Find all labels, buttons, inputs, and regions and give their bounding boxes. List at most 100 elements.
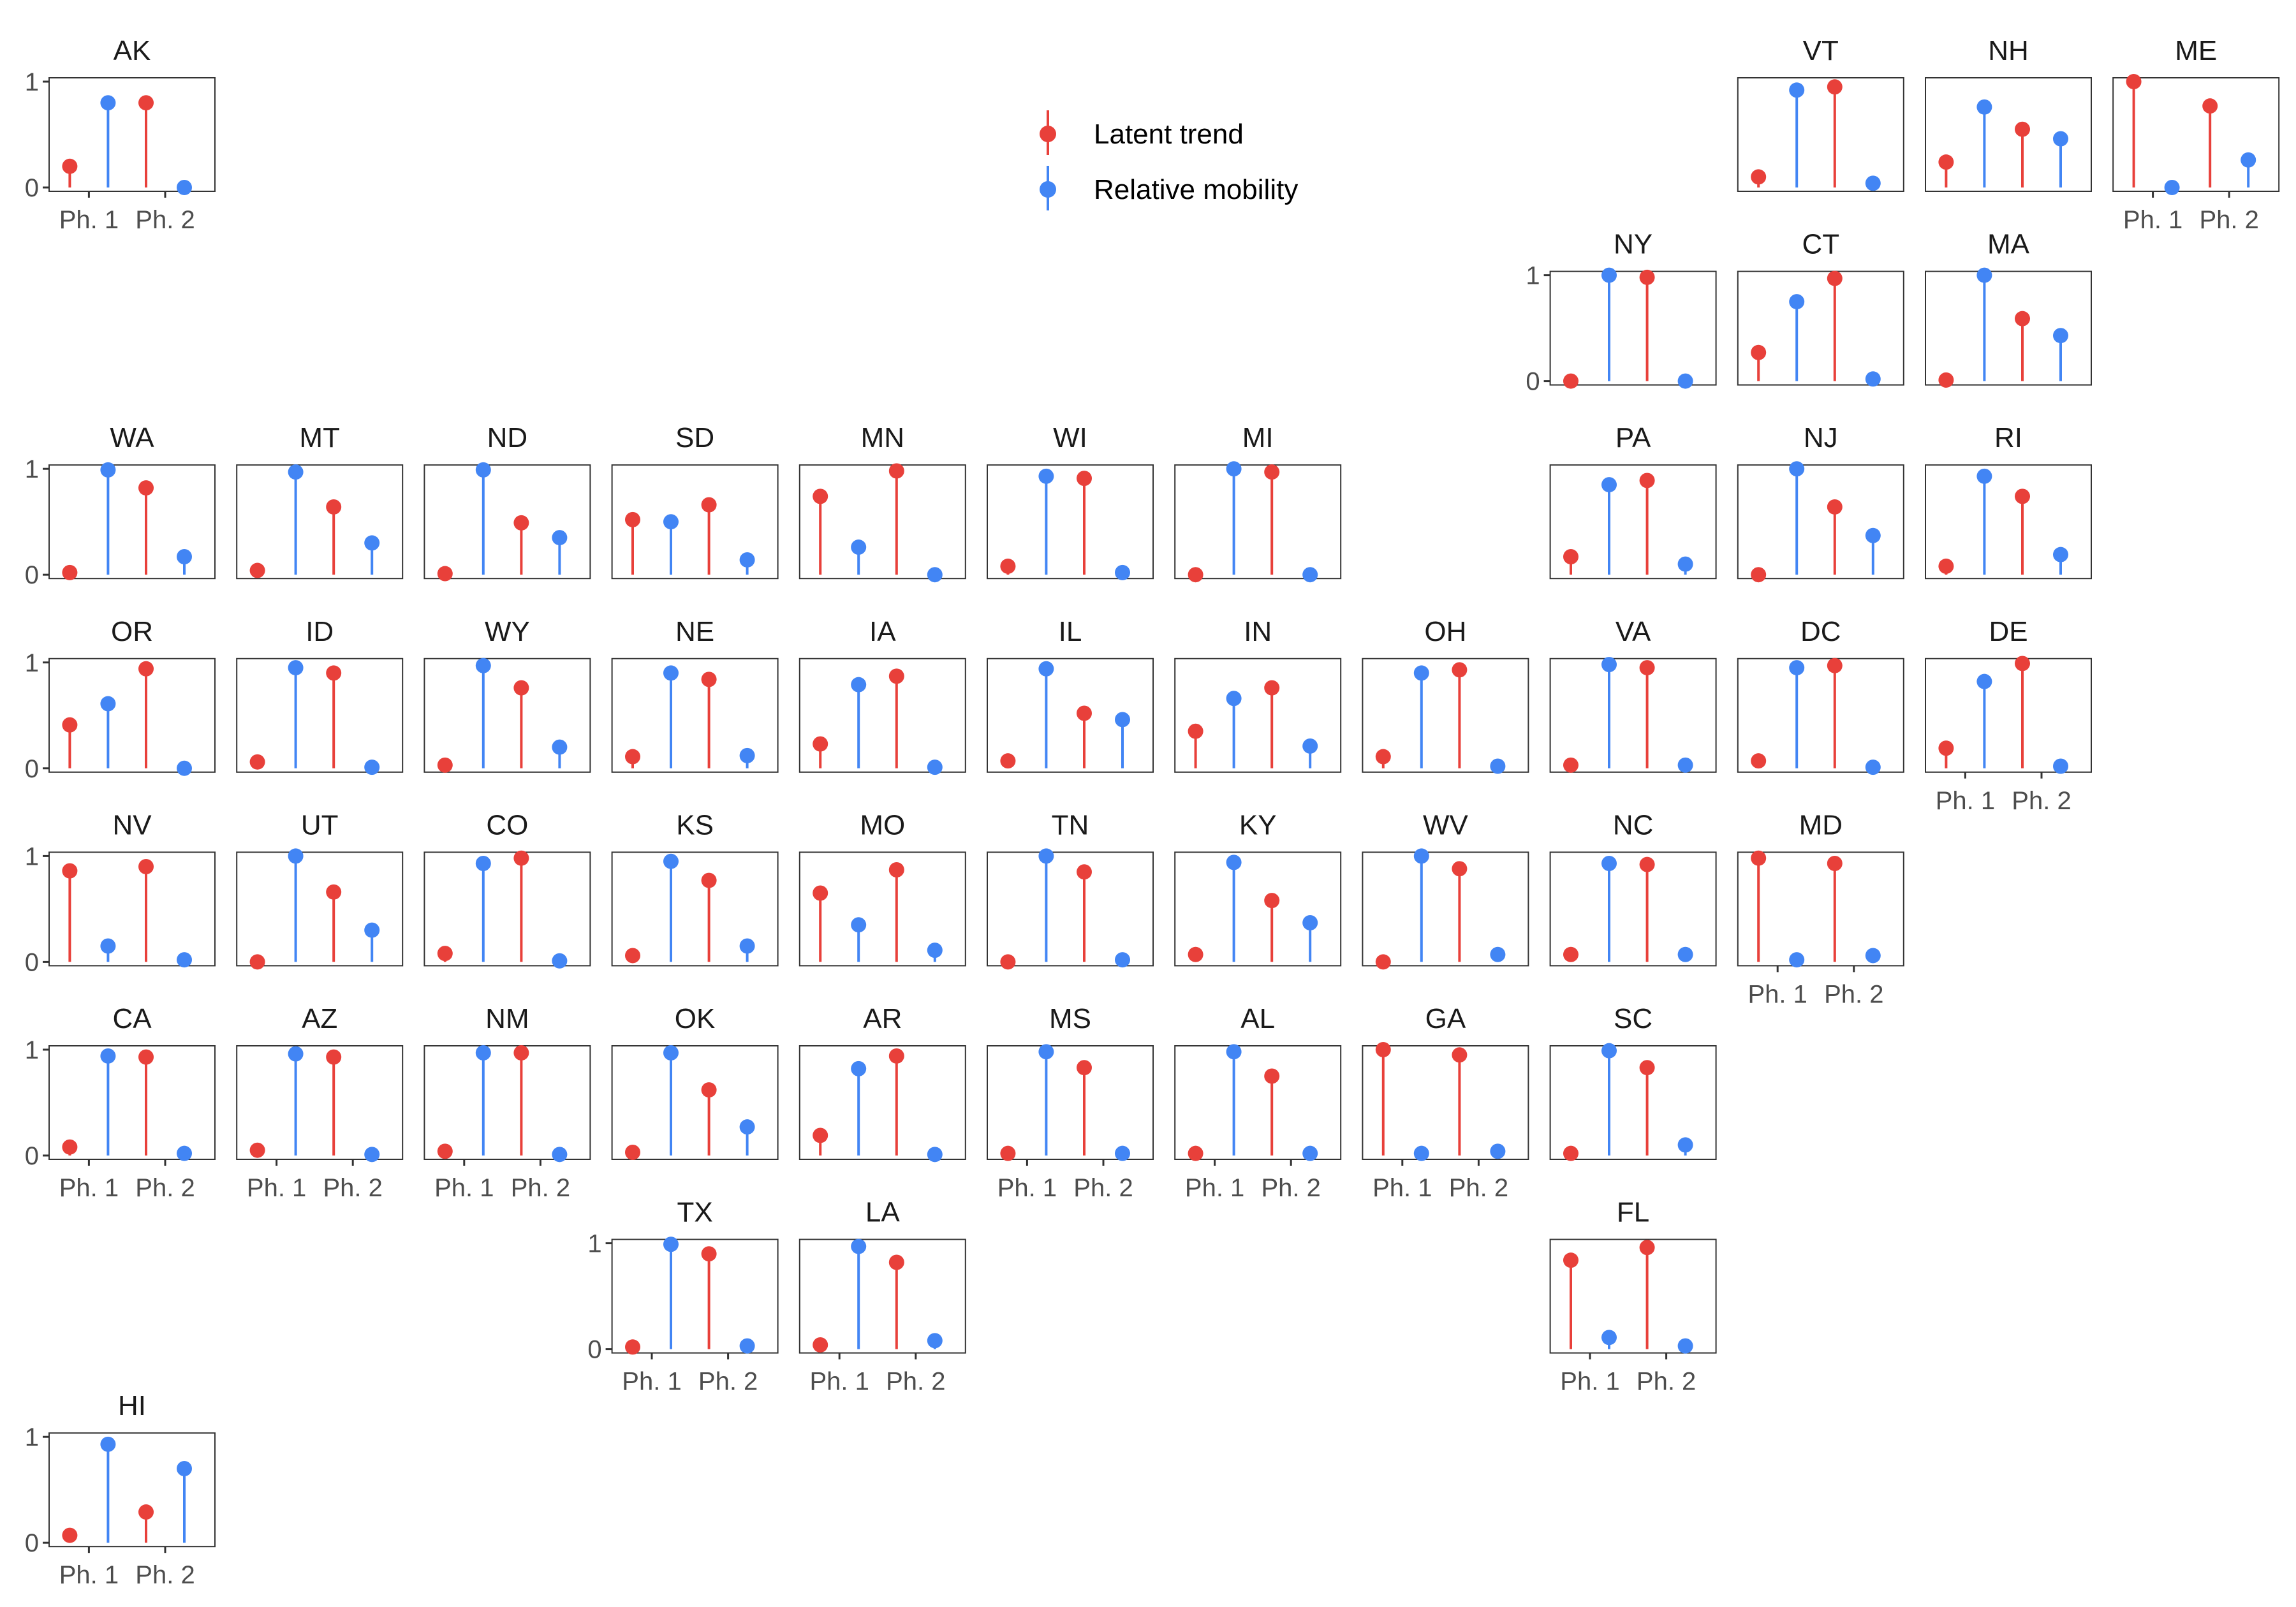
- panel-title-ms: MS: [1049, 1003, 1091, 1034]
- dot-mn-mobility-ph1: [851, 539, 867, 555]
- dot-hi-latent-ph2: [138, 1504, 154, 1520]
- dot-ms-mobility-ph2: [1115, 1145, 1130, 1161]
- dot-va-latent-ph2: [1639, 660, 1655, 676]
- panel-title-nv: NV: [112, 809, 152, 840]
- dot-nv-latent-ph2: [138, 859, 154, 874]
- panel-frame-nj: [1737, 464, 1904, 580]
- dot-fl-mobility-ph1: [1601, 1330, 1617, 1346]
- dot-md-mobility-ph2: [1865, 948, 1881, 964]
- dot-oh-latent-ph2: [1452, 662, 1468, 678]
- dot-wa-latent-ph1: [62, 564, 78, 580]
- dot-de-latent-ph2: [2015, 656, 2030, 671]
- dot-ct-latent-ph2: [1827, 270, 1843, 286]
- panel-title-md: MD: [1799, 809, 1843, 840]
- panel-frame-wv: [1362, 851, 1529, 967]
- dot-pa-latent-ph1: [1563, 548, 1578, 564]
- panel-title-az: AZ: [302, 1003, 337, 1034]
- dot-mn-mobility-ph2: [927, 567, 943, 583]
- panel-title-in: IN: [1244, 616, 1272, 647]
- dot-mi-mobility-ph2: [1302, 567, 1318, 583]
- dot-ut-latent-ph2: [326, 884, 342, 900]
- panel-frame-wi: [987, 464, 1154, 580]
- dot-ny-latent-ph1: [1563, 373, 1578, 389]
- y-tick-label-nv-0: 0: [25, 948, 39, 976]
- dot-ok-latent-ph2: [701, 1082, 717, 1098]
- panel-pa: PA: [1549, 422, 1717, 580]
- panel-title-ne: NE: [675, 616, 714, 647]
- dot-nh-mobility-ph2: [2053, 131, 2068, 147]
- panel-wv: WV: [1362, 809, 1529, 970]
- y-tick-label-tx-0: 0: [587, 1336, 601, 1364]
- panel-md: MD Ph. 1 Ph. 2: [1737, 809, 1904, 1008]
- dot-wi-mobility-ph1: [1038, 468, 1054, 484]
- panel-dc: DC: [1737, 616, 1904, 775]
- dot-dc-latent-ph1: [1751, 753, 1767, 769]
- panel-ma: MA: [1925, 229, 2092, 388]
- dot-wi-latent-ph2: [1077, 471, 1092, 487]
- dot-mo-latent-ph2: [888, 862, 904, 877]
- dot-nc-mobility-ph1: [1601, 856, 1617, 872]
- panel-title-nc: NC: [1613, 809, 1654, 840]
- panel-sd: SD: [611, 422, 779, 580]
- panel-title-mn: MN: [861, 422, 904, 453]
- dot-me-mobility-ph1: [2164, 180, 2180, 195]
- dot-sc-mobility-ph2: [1677, 1137, 1693, 1153]
- dot-mi-latent-ph2: [1264, 464, 1280, 480]
- dot-ct-latent-ph1: [1751, 344, 1767, 360]
- y-tick-label-wa-1: 1: [25, 455, 39, 483]
- y-tick-label-wa-0: 0: [25, 561, 39, 589]
- panel-title-de: DE: [1989, 616, 2027, 647]
- dot-ar-latent-ph1: [813, 1127, 828, 1143]
- panel-ok: OK: [611, 1003, 779, 1161]
- dot-ma-latent-ph2: [2015, 311, 2030, 327]
- dot-va-mobility-ph2: [1677, 757, 1693, 773]
- dot-tn-mobility-ph1: [1038, 848, 1054, 864]
- dot-az-latent-ph2: [326, 1049, 342, 1065]
- dot-wy-mobility-ph2: [552, 739, 568, 755]
- panel-title-ca: CA: [112, 1003, 152, 1034]
- panel-fl: FL Ph. 1 Ph. 2: [1549, 1197, 1717, 1396]
- panel-frame-ct: [1737, 270, 1904, 386]
- dot-nj-latent-ph1: [1751, 567, 1767, 583]
- dot-al-mobility-ph2: [1302, 1145, 1318, 1161]
- dot-nm-latent-ph1: [437, 1143, 453, 1159]
- x-tick-label-la-1: Ph. 2: [886, 1368, 945, 1396]
- dot-ia-mobility-ph2: [927, 759, 943, 775]
- x-tick-label-ms-1: Ph. 2: [1073, 1174, 1133, 1202]
- x-tick-label-az-0: Ph. 1: [247, 1174, 306, 1202]
- panel-frame-wy: [423, 657, 591, 773]
- panel-title-tn: TN: [1052, 809, 1089, 840]
- dot-mi-latent-ph1: [1188, 567, 1203, 583]
- panel-ks: KS: [611, 809, 779, 967]
- dot-nc-latent-ph2: [1639, 856, 1655, 872]
- panel-ri: RI: [1925, 422, 2092, 580]
- dot-oh-latent-ph1: [1375, 749, 1391, 765]
- panel-title-id: ID: [305, 616, 334, 647]
- panels: AK 0 1 Ph. 1 Ph. 2 VT NH ME Ph. 1 Ph. 2 NY 0 1 CT MA WA…: [25, 35, 2280, 1589]
- dot-id-latent-ph2: [326, 665, 342, 681]
- panel-ct: CT: [1737, 229, 1904, 387]
- dot-pa-mobility-ph1: [1601, 477, 1617, 493]
- dot-hi-latent-ph1: [62, 1527, 78, 1543]
- dot-oh-mobility-ph1: [1413, 665, 1429, 681]
- dot-nj-mobility-ph1: [1789, 461, 1805, 477]
- dot-ri-mobility-ph2: [2053, 547, 2068, 562]
- dot-md-latent-ph1: [1751, 850, 1767, 866]
- dot-az-latent-ph1: [249, 1142, 265, 1158]
- panel-title-ut: UT: [301, 809, 339, 840]
- panel-ms: MS Ph. 1 Ph. 2: [987, 1003, 1154, 1202]
- panel-title-nj: NJ: [1804, 422, 1838, 453]
- x-tick-label-hi-1: Ph. 2: [135, 1561, 195, 1589]
- dot-ma-latent-ph1: [1938, 372, 1954, 388]
- dot-ms-mobility-ph1: [1038, 1044, 1054, 1060]
- dot-ca-mobility-ph2: [177, 1145, 192, 1161]
- panel-ar: AR: [798, 1003, 966, 1163]
- x-tick-label-ms-0: Ph. 1: [997, 1174, 1057, 1202]
- dot-la-latent-ph1: [813, 1337, 828, 1353]
- dot-me-latent-ph1: [2126, 74, 2142, 89]
- dot-ga-latent-ph2: [1452, 1047, 1468, 1063]
- dot-or-mobility-ph1: [100, 696, 116, 712]
- dot-fl-latent-ph2: [1639, 1240, 1655, 1256]
- dot-pa-latent-ph2: [1639, 473, 1655, 488]
- panel-title-ma: MA: [1987, 229, 2030, 260]
